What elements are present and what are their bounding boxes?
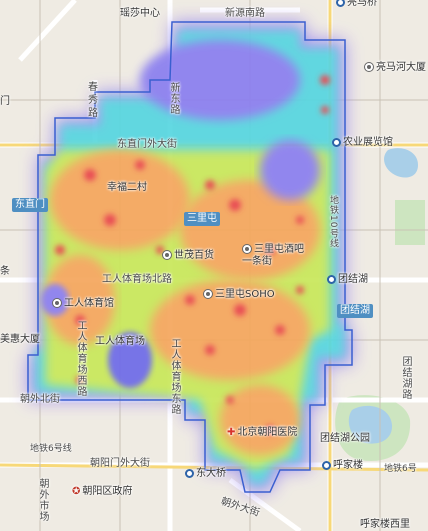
label-xindong-lu: 新东路 [168,82,179,115]
nongzhan-green [395,200,425,245]
label-sanlitun-jiuba: 三里屯酒吧一条街 [242,244,304,267]
metro-icon [322,461,331,470]
label-xiu: 秀 [88,95,98,106]
label-metro-line10: 地铁10号线 [328,195,338,249]
label-yaosha: 瑶莎中心 [120,8,160,19]
label-shimao: 世茂百货 [162,250,214,262]
label-chaoyang-hospital: ✚ 北京朝阳医院 [227,427,298,438]
label-hujialou: 呼家楼 [322,460,363,472]
label-metro-line6-right: 地铁6号 [384,464,417,474]
metro-icon [327,275,336,284]
label-chaoyangmen-wai: 朝阳门外大街 [90,458,150,469]
metro-icon [336,0,345,7]
label-chun: 春 [88,82,98,93]
label-xingfu-ercun: 幸福二村 [107,182,147,193]
label-sanlitun-soho: 三里屯SOHO [203,289,275,301]
label-hujialou-xi: 呼家楼西里 [360,519,410,530]
label-gongti-xilu: 工人体育场西路 [75,320,86,397]
label-liangmahe: 亮马河大厦 [364,62,426,74]
label-dongzhimen-wai: 东直门外大街 [117,139,177,150]
label-chaowai-shichang: 朝外市场 [37,478,48,522]
shopping-icon [162,250,172,260]
label-gongti-beilu: 工人体育场北路 [102,274,172,285]
heatmap-overlay [28,22,352,492]
bar-icon [242,244,252,254]
district-boundary [27,21,353,493]
label-sanlitun-badge: 三里屯 [184,212,220,226]
label-meihui: 美惠大厦 [0,334,40,345]
label-nongye: 农业展览馆 [332,137,393,149]
stadium-icon [52,298,62,308]
label-chaoyang-gov: ✪ 朝阳区政府 [72,486,133,497]
label-edge-tiao: 条 [0,266,10,277]
label-xinyuan-nanlu: 新源南路 [225,8,265,19]
nongzhan-lake [384,148,418,178]
tuanjiehu-lake [348,405,393,444]
label-tuanjiehu: 团结湖 [327,274,368,286]
label-tuanjiehu-park: 团结湖公园 [320,433,370,444]
label-chaowai-beijie: 朝外北街 [20,394,60,405]
metro-icon [332,138,341,147]
hospital-icon: ✚ [227,427,236,438]
label-tuanjiehu-lu: 团结湖路 [400,356,411,400]
metro-icon [185,469,194,478]
label-tuanjiehu-badge: 团结湖 [337,304,373,318]
label-metro-line6: 地铁6号线 [30,444,72,454]
label-edge-men: 门 [0,96,10,107]
building-icon [203,289,213,299]
label-gongti-stadium: 工人体育场 [95,336,145,347]
label-dongzhimen-badge: 东直门 [12,198,48,212]
label-gongti-donglu: 工人体育场东路 [169,338,180,415]
government-icon: ✪ [72,486,81,497]
label-liangma-bridge: 亮马桥 [336,0,377,9]
building-icon [364,62,374,72]
label-lu: 路 [88,108,98,119]
label-dongdaqiao: 东大桥 [185,468,226,480]
label-gongti-hall: 工人体育馆 [52,298,114,310]
